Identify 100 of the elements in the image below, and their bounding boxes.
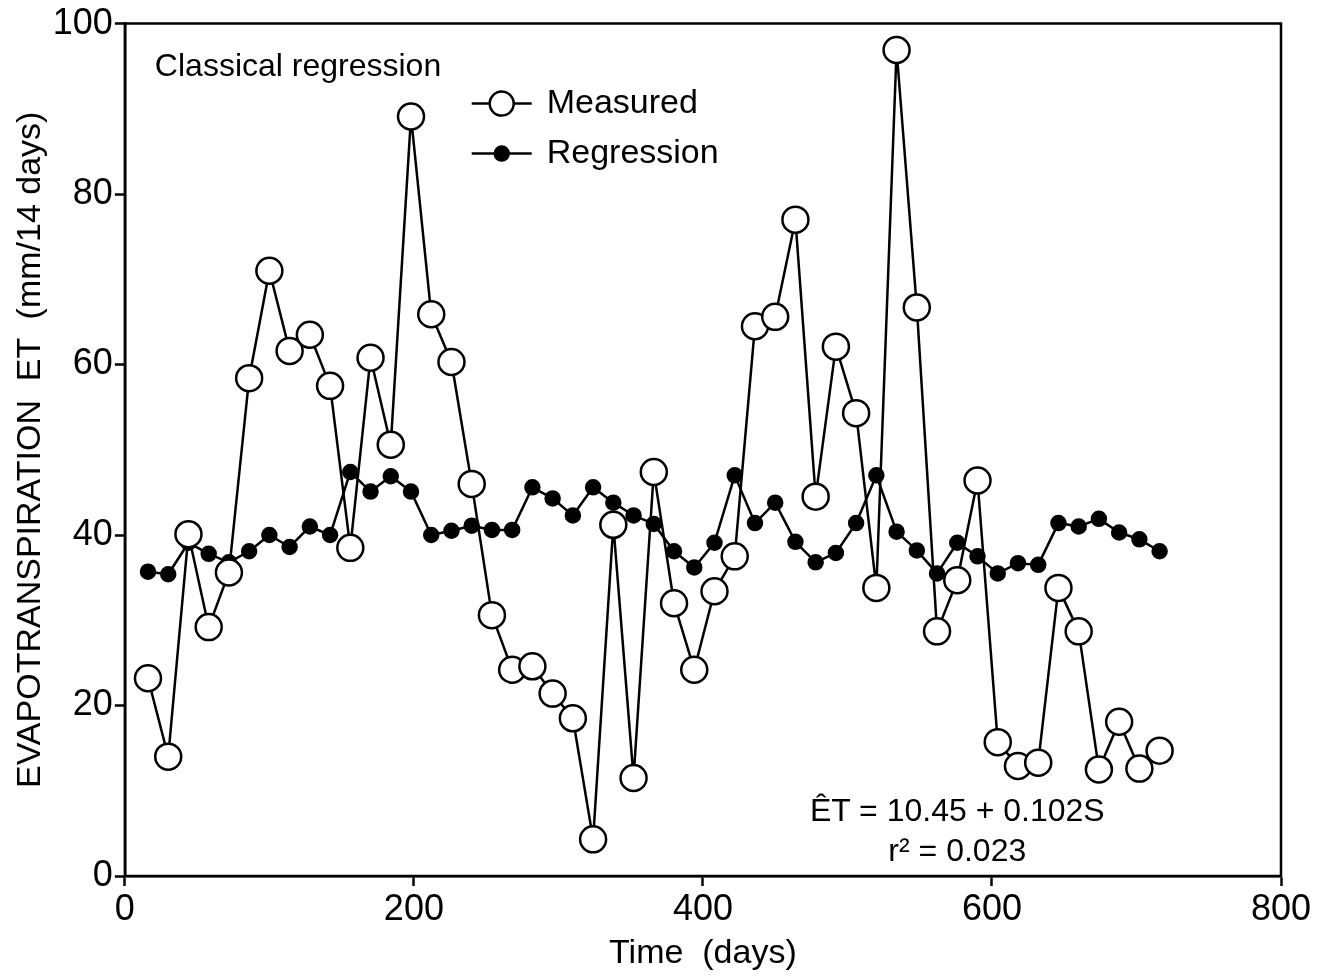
point: [902, 293, 932, 322]
point: [139, 563, 157, 580]
point: [1090, 510, 1108, 528]
point: [194, 612, 223, 642]
point: [1029, 556, 1047, 574]
point: [983, 727, 1012, 757]
point: [847, 514, 865, 532]
point: [200, 545, 217, 563]
point: [437, 347, 466, 377]
annotation: r² = 0.023: [888, 832, 1027, 868]
point: [680, 655, 709, 684]
point: [281, 538, 298, 556]
point: [1050, 514, 1067, 532]
point: [665, 542, 683, 560]
point: [1044, 573, 1073, 603]
point: [726, 467, 743, 484]
y-tick-label: 60: [72, 341, 113, 383]
point: [174, 519, 203, 549]
point: [321, 526, 339, 544]
y-tick-label: 80: [72, 171, 113, 212]
point: [356, 343, 385, 372]
point: [862, 573, 891, 603]
point: [376, 430, 406, 459]
y-tick-label: 0: [92, 852, 113, 894]
point: [457, 469, 486, 499]
point: [720, 542, 749, 571]
point: [1110, 524, 1128, 541]
point: [261, 526, 278, 544]
point: [766, 494, 784, 511]
point: [503, 521, 521, 539]
point: [153, 742, 183, 771]
point: [564, 507, 582, 524]
point: [943, 565, 972, 595]
point: [214, 558, 244, 587]
y-tick-label: 100: [52, 0, 113, 42]
point: [544, 490, 561, 507]
point: [538, 679, 567, 708]
point: [807, 554, 824, 571]
point: [841, 398, 871, 428]
point: [989, 565, 1006, 582]
point: [234, 363, 264, 393]
point: [760, 302, 790, 332]
point: [1131, 531, 1148, 548]
point: [362, 483, 379, 500]
y-tick-label: 20: [72, 682, 113, 724]
point: [483, 521, 501, 539]
point: [443, 522, 460, 540]
point: [888, 523, 905, 540]
x-tick-label: 200: [383, 886, 444, 928]
legend-label: Measured: [546, 81, 698, 120]
point: [781, 205, 810, 234]
point: [477, 600, 507, 630]
point: [922, 617, 952, 646]
point: [659, 588, 689, 618]
point: [625, 507, 642, 524]
y-tick-label: 40: [72, 511, 113, 553]
point: [255, 256, 284, 286]
point: [949, 534, 966, 551]
y-axis-title: EVAPOTRANSPIRATION ET (mm/14 days): [8, 111, 47, 788]
point: [558, 704, 588, 733]
point: [619, 763, 648, 793]
point: [295, 320, 325, 349]
point: [1064, 617, 1093, 646]
point: [639, 457, 669, 487]
legend-label: Regression: [546, 131, 719, 170]
point: [746, 514, 764, 532]
point: [518, 652, 547, 681]
x-axis-title: Time (days): [609, 931, 797, 970]
point: [315, 371, 345, 401]
point: [416, 300, 446, 329]
point: [1151, 542, 1168, 560]
point: [240, 542, 258, 560]
annotation: ÊT = 10.45 + 0.102S: [809, 792, 1105, 828]
point: [584, 479, 602, 496]
x-tick-label: 600: [961, 886, 1023, 928]
point: [963, 466, 992, 495]
point: [336, 533, 365, 563]
point: [882, 35, 911, 65]
point: [1009, 554, 1027, 572]
point: [787, 533, 804, 551]
point: [578, 825, 608, 854]
point: [422, 526, 440, 544]
point: [133, 663, 163, 693]
point: [801, 482, 830, 511]
point: [1084, 755, 1114, 784]
point: [821, 332, 851, 361]
point: [1023, 748, 1053, 777]
point: [908, 542, 926, 559]
point: [1104, 707, 1134, 736]
point: [686, 559, 703, 576]
x-tick-label: 400: [672, 886, 733, 928]
point: [827, 544, 845, 562]
point: [605, 494, 622, 511]
annotation: Classical regression: [154, 47, 442, 84]
point: [700, 577, 729, 606]
point: [524, 479, 541, 496]
point: [599, 510, 628, 540]
point: [301, 518, 319, 535]
point: [275, 336, 304, 366]
point: [342, 463, 359, 481]
